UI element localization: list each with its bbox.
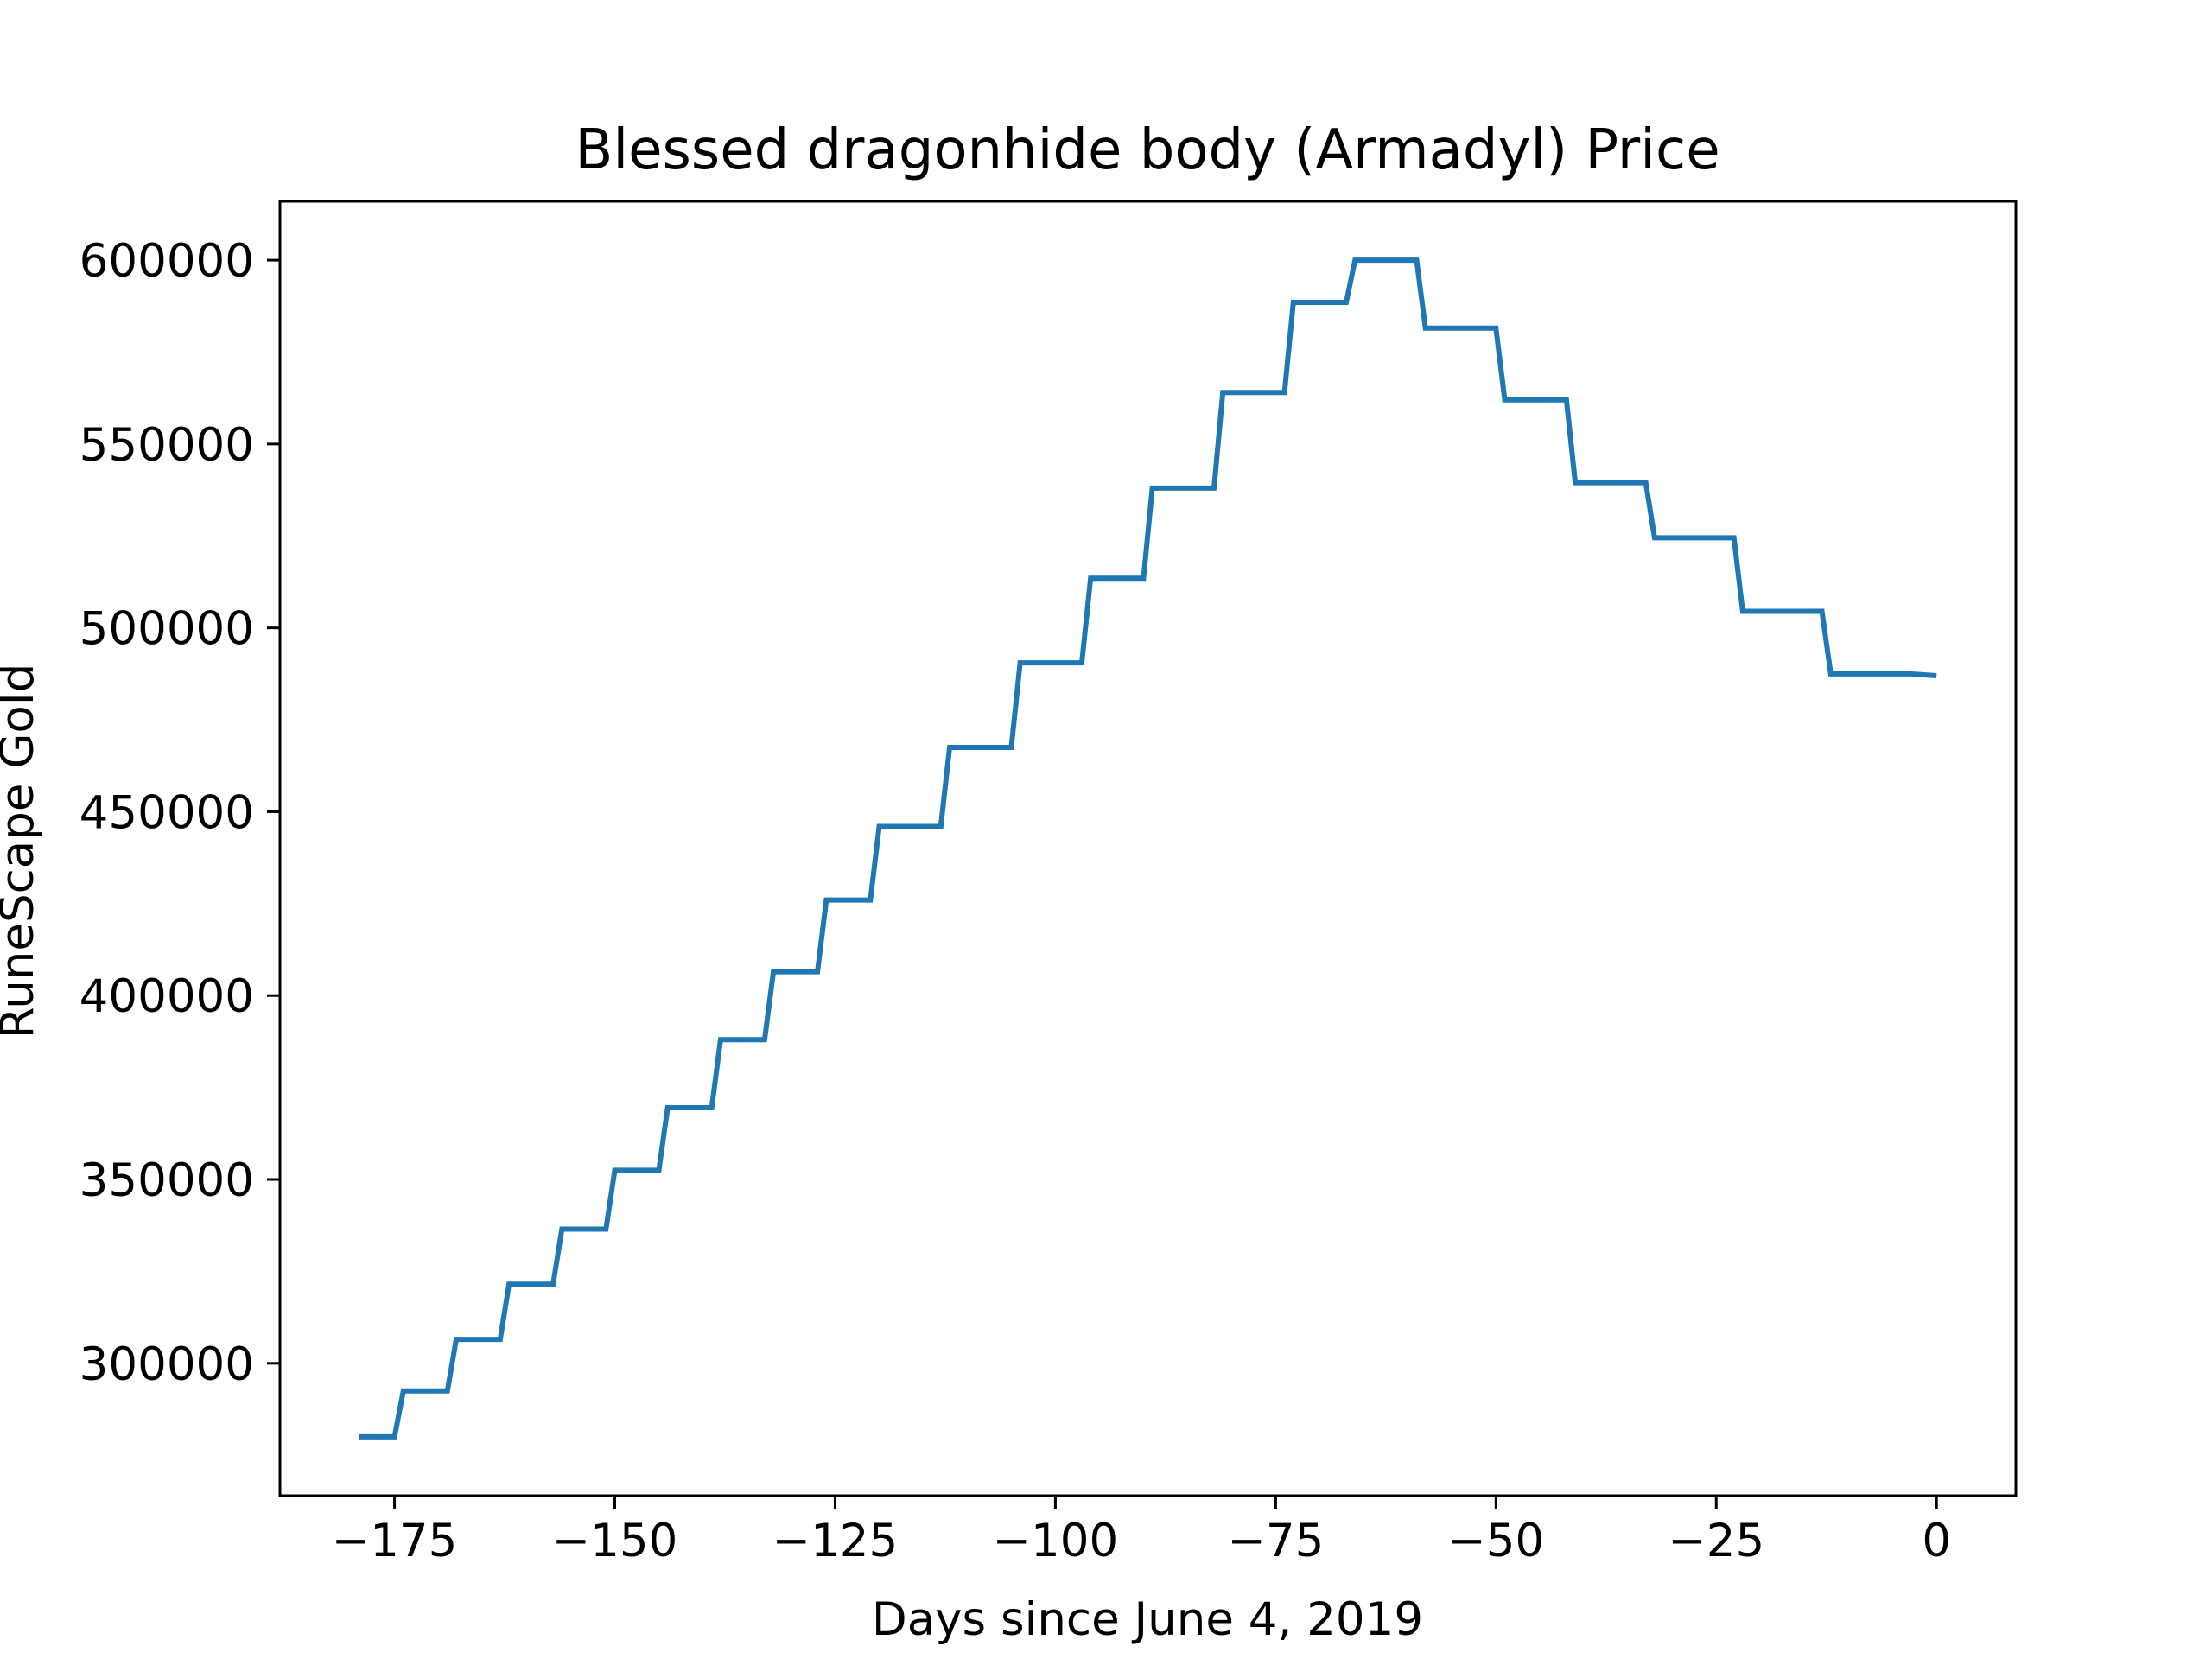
y-tick-label: 350000 — [79, 1154, 254, 1207]
chart-title: Blessed dragonhide body (Armadyl) Price — [575, 118, 1719, 182]
y-tick-label: 400000 — [79, 970, 254, 1023]
plot-frame — [278, 200, 2018, 1497]
y-axis-label: RuneScape Gold — [0, 664, 44, 1039]
x-axis-ticks: −175 −150 −125 −100 −75 −50 −25 0 — [332, 1496, 1951, 1567]
x-tick-label: 0 — [1922, 1515, 1951, 1567]
y-axis-ticks: 300000 350000 400000 450000 500000 550000 6000… — [79, 235, 280, 1391]
x-tick-label: −50 — [1447, 1515, 1544, 1567]
y-tick-label: 300000 — [79, 1338, 254, 1391]
x-axis-label: Days since June 4, 2019 — [872, 1593, 1423, 1646]
x-tick-label: −125 — [772, 1515, 899, 1567]
y-tick-label: 600000 — [79, 235, 254, 288]
price-series-line — [359, 257, 1937, 1440]
x-tick-label: −75 — [1227, 1515, 1324, 1567]
x-tick-label: −25 — [1668, 1515, 1764, 1567]
x-tick-label: −100 — [993, 1515, 1119, 1567]
x-tick-label: −175 — [332, 1515, 458, 1567]
y-tick-label: 450000 — [79, 786, 254, 839]
y-tick-label: 550000 — [79, 419, 254, 472]
plot-area — [359, 257, 1937, 1440]
y-tick-label: 500000 — [79, 603, 254, 656]
x-tick-label: −150 — [552, 1515, 678, 1567]
